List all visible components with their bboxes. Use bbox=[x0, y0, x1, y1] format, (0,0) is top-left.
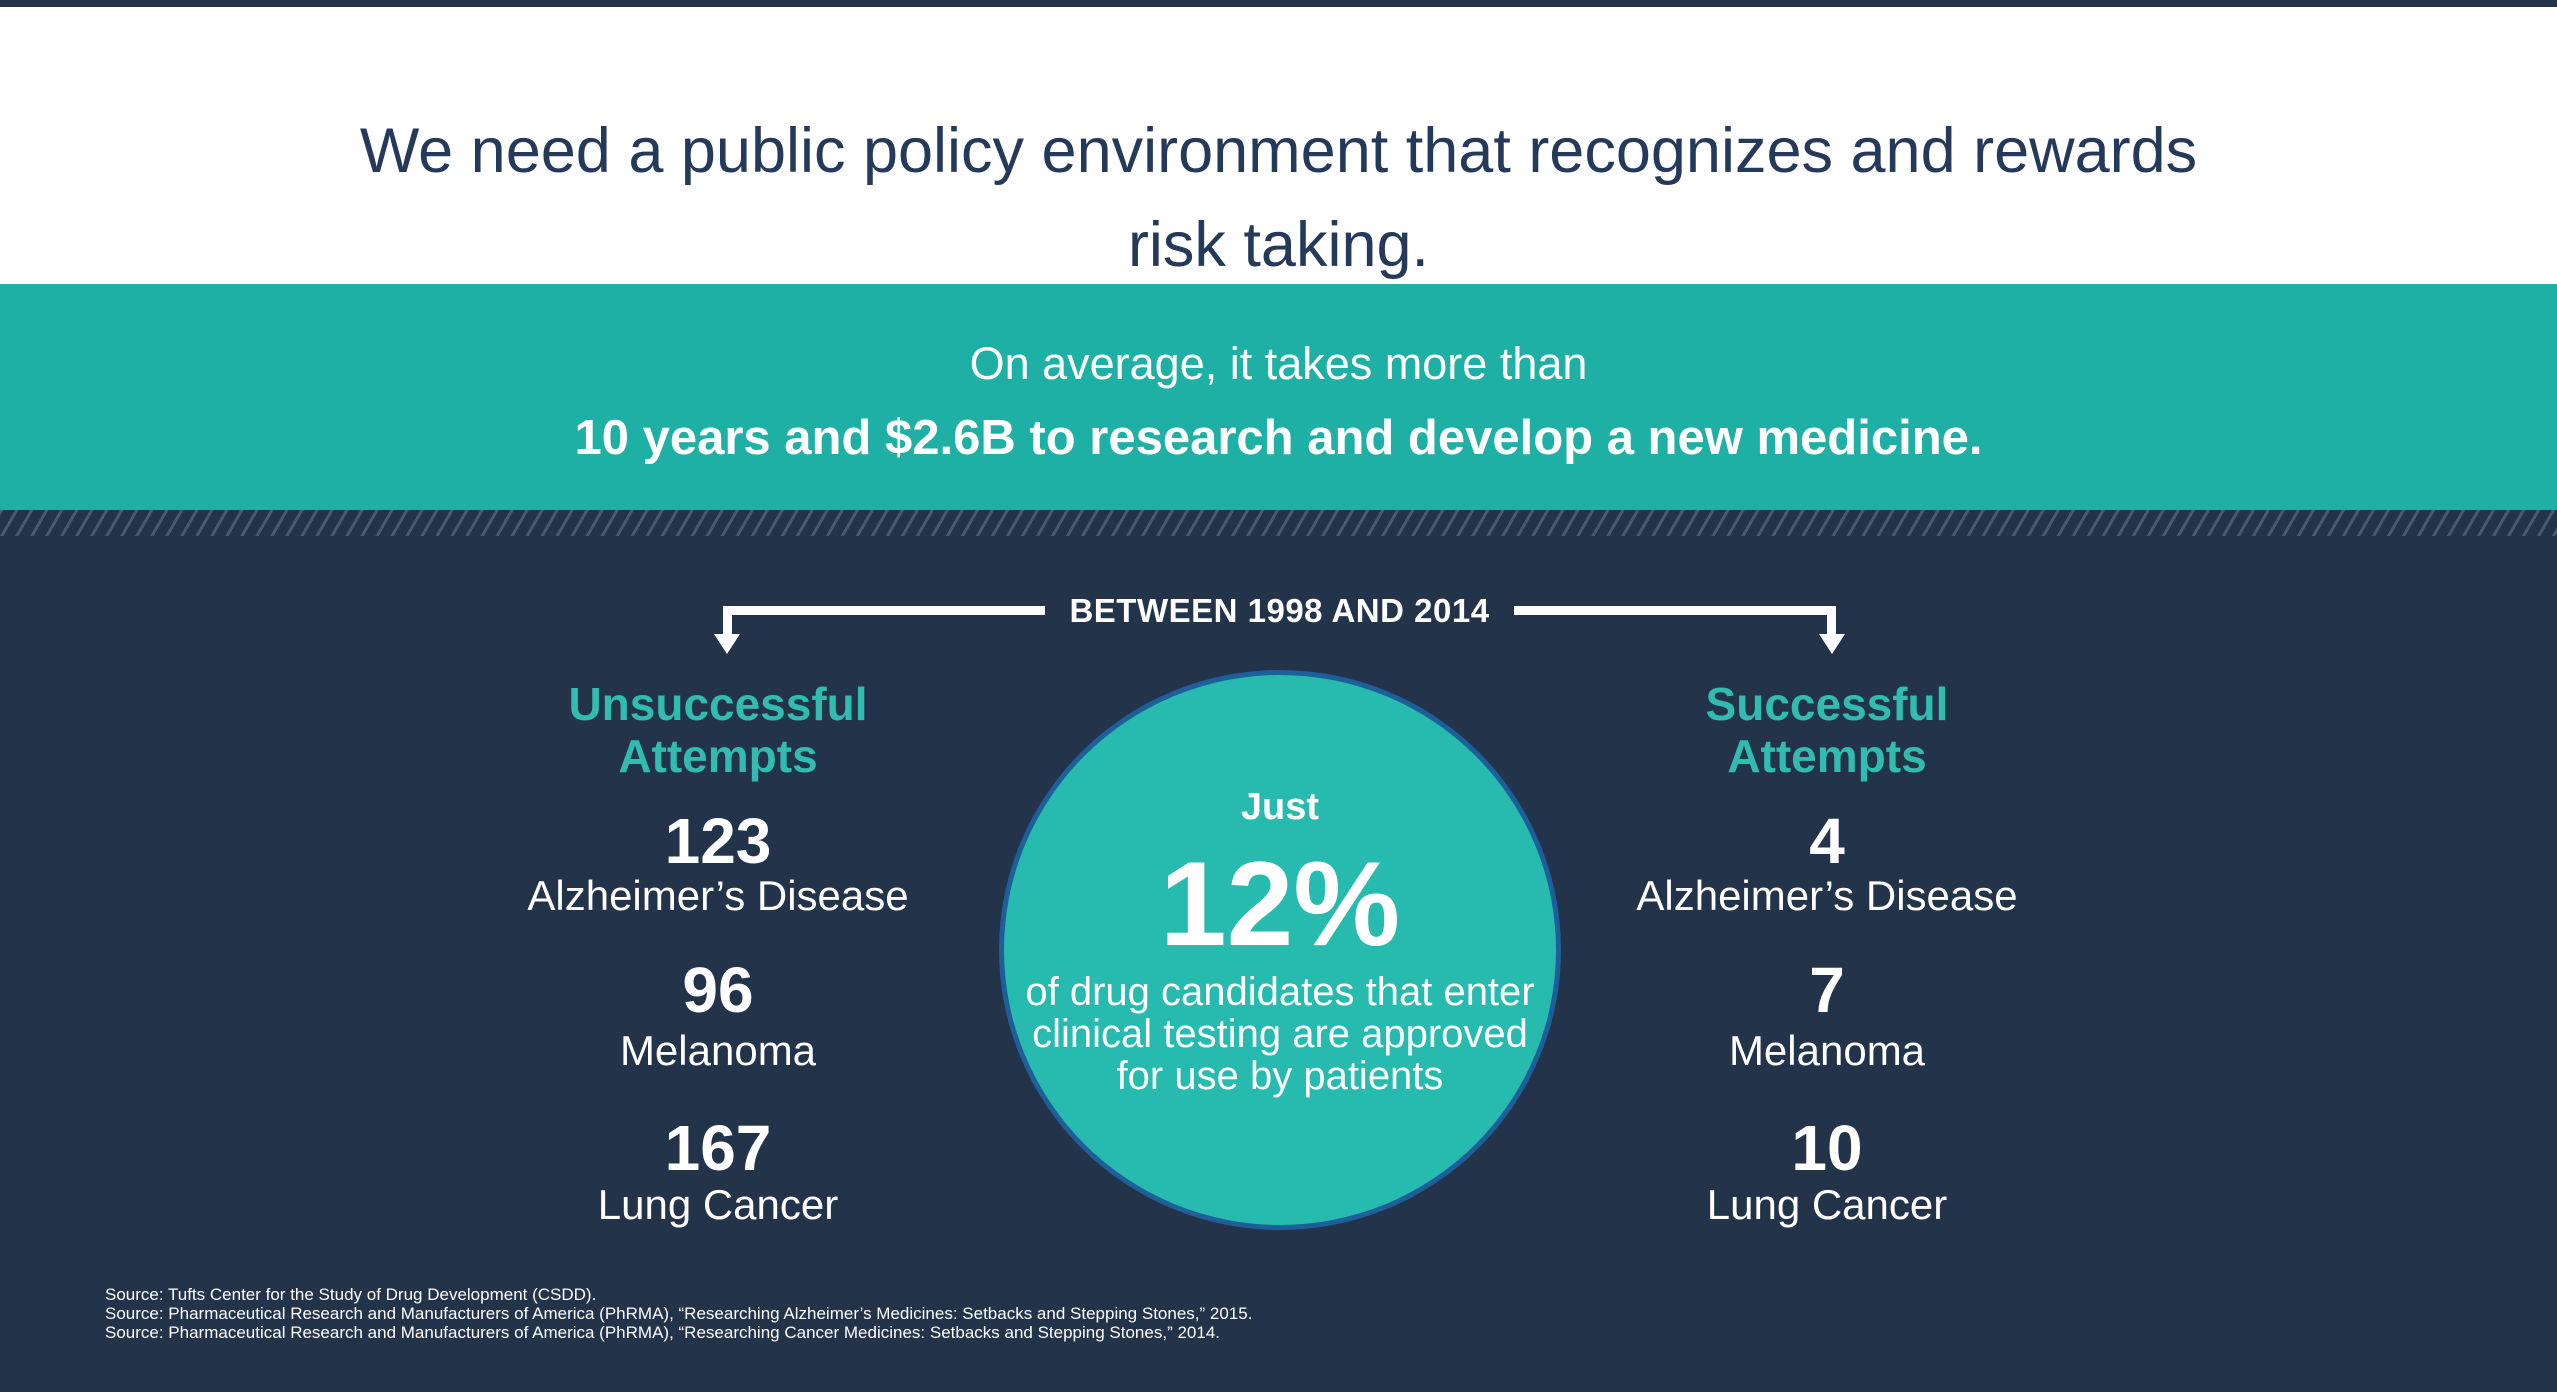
successful-column: Successful Attempts 4 Alzheimer’s Diseas… bbox=[1527, 536, 2127, 1392]
stat-value: 123 bbox=[664, 805, 772, 877]
unsuccessful-heading-line-1: Unsuccessful bbox=[568, 678, 868, 730]
source-line-3: Source: Pharmaceutical Research and Manu… bbox=[105, 1323, 1220, 1342]
top-accent-bar bbox=[0, 0, 2557, 7]
successful-heading-line-1: Successful bbox=[1705, 678, 1949, 730]
stat-value: 167 bbox=[664, 1112, 772, 1184]
teal-banner: On average, it takes more than 10 years … bbox=[0, 284, 2557, 510]
stat-value: 4 bbox=[1809, 805, 1845, 877]
down-arrow-right-icon bbox=[1819, 634, 1845, 654]
hatched-divider bbox=[0, 510, 2557, 536]
sources-block: Source: Tufts Center for the Study of Dr… bbox=[105, 1285, 1252, 1342]
infographic-section: BETWEEN 1998 AND 2014 Unsuccessful Attem… bbox=[0, 536, 2557, 1392]
title-line-2: risk taking. bbox=[1127, 210, 1430, 280]
successful-heading: Successful Attempts bbox=[1527, 678, 2127, 782]
title-line-1: We need a public policy environment that… bbox=[359, 116, 2198, 186]
bracket-cap-left bbox=[723, 606, 732, 634]
stat-label: Alzheimer’s Disease bbox=[527, 872, 909, 919]
circle-description-line-3: for use by patients bbox=[1116, 1054, 1444, 1098]
bracket-cap-right bbox=[1827, 606, 1836, 634]
stat-label: Melanoma bbox=[619, 1027, 817, 1074]
stat-label: Alzheimer’s Disease bbox=[1636, 872, 2018, 919]
circle-description-line-2: clinical testing are approved bbox=[1032, 1012, 1528, 1056]
unsuccessful-heading: Unsuccessful Attempts bbox=[418, 678, 1018, 782]
unsuccessful-column: Unsuccessful Attempts 123 Alzheimer’s Di… bbox=[418, 536, 1018, 1392]
stat-value: 7 bbox=[1809, 954, 1845, 1026]
circle-stat-percent: 12% bbox=[1159, 837, 1401, 971]
banner-line-1: On average, it takes more than bbox=[969, 338, 1588, 389]
stat-label: Lung Cancer bbox=[597, 1181, 839, 1228]
title-section: We need a public policy environment that… bbox=[0, 7, 2557, 284]
source-line-1: Source: Tufts Center for the Study of Dr… bbox=[105, 1285, 597, 1304]
unsuccessful-heading-line-2: Attempts bbox=[618, 730, 818, 782]
bracket-line-right bbox=[1513, 606, 1837, 615]
circle-description-line-1: of drug candidates that enter bbox=[1025, 970, 1535, 1014]
stat-label: Melanoma bbox=[1728, 1027, 1926, 1074]
timeline-label: BETWEEN 1998 AND 2014 bbox=[1069, 591, 1490, 629]
stat-value: 10 bbox=[1791, 1112, 1863, 1184]
down-arrow-left-icon bbox=[714, 634, 740, 654]
page-title: We need a public policy environment that… bbox=[0, 7, 2557, 292]
stat-label: Lung Cancer bbox=[1706, 1181, 1948, 1228]
timeline-bracket: BETWEEN 1998 AND 2014 bbox=[714, 592, 1845, 654]
circle-description: of drug candidates that enter clinical t… bbox=[1004, 971, 1556, 1097]
banner-line-2: 10 years and $2.6B to research and devel… bbox=[574, 411, 1983, 465]
stat-value: 96 bbox=[682, 954, 754, 1026]
key-stat-circle: Just 12% of drug candidates that enter c… bbox=[999, 670, 1561, 1230]
successful-heading-line-2: Attempts bbox=[1727, 730, 1927, 782]
circle-intro: Just bbox=[1240, 786, 1320, 828]
bracket-line-left bbox=[723, 606, 1046, 615]
banner-text: On average, it takes more than 10 years … bbox=[0, 284, 2557, 475]
source-line-2: Source: Pharmaceutical Research and Manu… bbox=[105, 1304, 1253, 1323]
